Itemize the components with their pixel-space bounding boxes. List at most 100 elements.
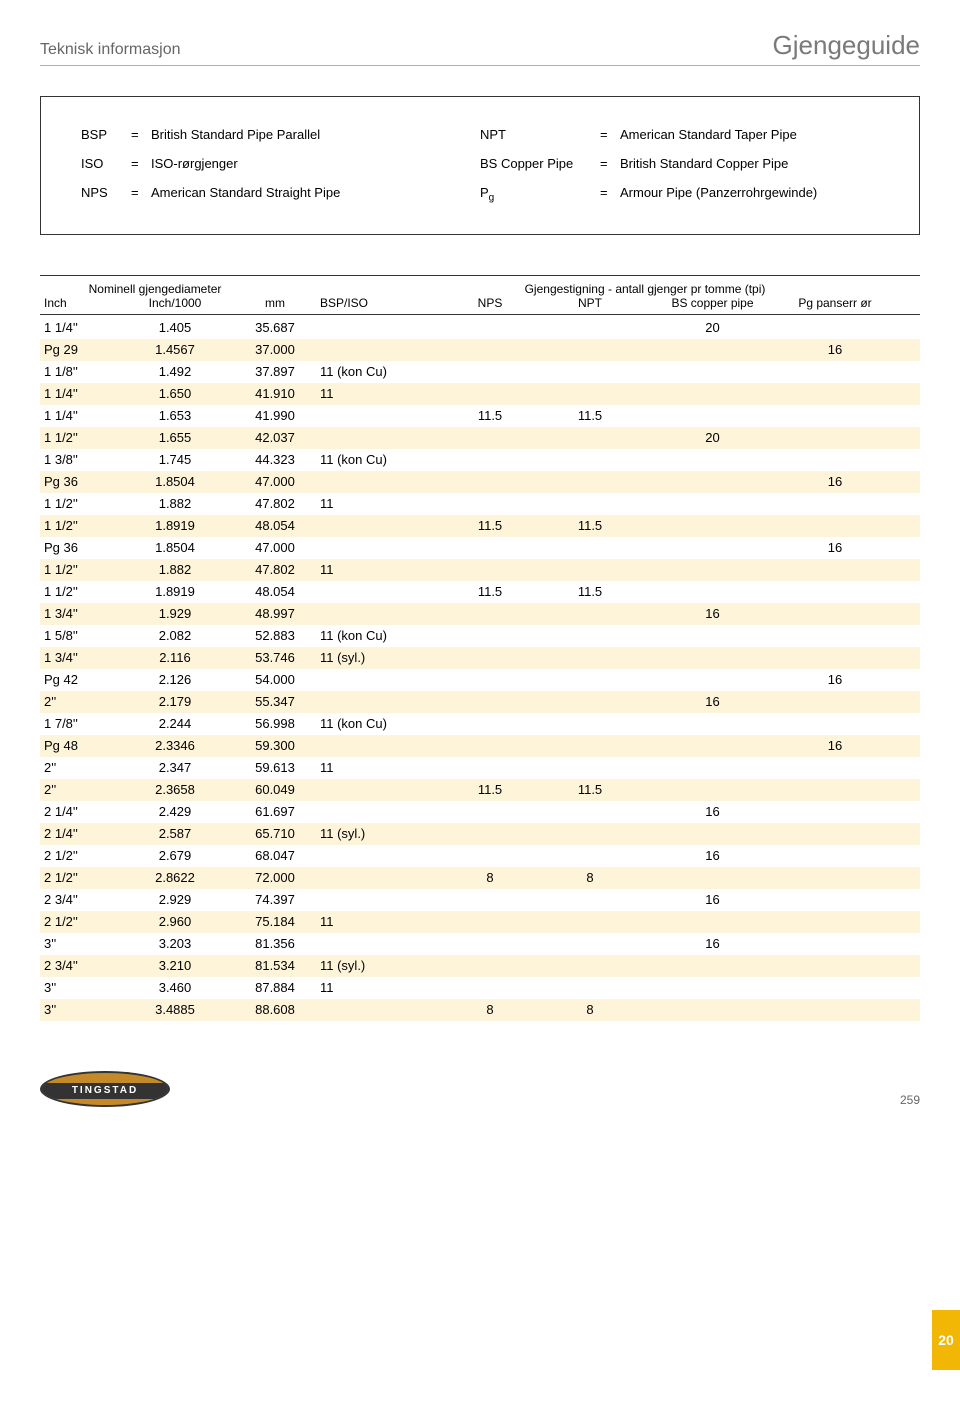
table-row: 1 3/4''2.11653.74611 (syl.): [40, 647, 920, 669]
cell-inch: 2 3/4'': [40, 892, 120, 907]
cell-mm: 53.746: [230, 650, 320, 665]
table-row: 1 1/4''1.40535.68720: [40, 317, 920, 339]
th-nominell: Nominell gjengediameter: [40, 282, 270, 296]
cell-mm: 48.054: [230, 518, 320, 533]
legend-abbr: ISO: [81, 156, 131, 171]
table-row: 2 3/4''3.21081.53411 (syl.): [40, 955, 920, 977]
cell-bscopper: 16: [640, 936, 785, 951]
cell-bsp: 11: [320, 386, 440, 401]
table-row: 2 3/4''2.92974.397 16: [40, 889, 920, 911]
cell-inch1000: 2.179: [120, 694, 230, 709]
legend-eq: =: [131, 127, 151, 142]
cell-inch: 2 1/4'': [40, 804, 120, 819]
cell-inch: 1 1/2'': [40, 584, 120, 599]
cell-nps: 11.5: [440, 782, 540, 797]
legend-eq: =: [131, 156, 151, 171]
cell-pg: 16: [785, 474, 885, 489]
legend-eq: =: [131, 185, 151, 204]
cell-bsp: 11 (kon Cu): [320, 628, 440, 643]
cell-inch1000: 1.650: [120, 386, 230, 401]
table-row: 2 1/2''2.96075.18411: [40, 911, 920, 933]
cell-bsp: 11: [320, 496, 440, 511]
cell-inch: 1 1/2'': [40, 496, 120, 511]
legend-row: NPS=American Standard Straight PipePg=Ar…: [81, 185, 879, 204]
cell-mm: 47.000: [230, 474, 320, 489]
cell-mm: 88.608: [230, 1002, 320, 1017]
table-row: 3''3.20381.35616: [40, 933, 920, 955]
legend-abbr-r: BS Copper Pipe: [480, 156, 600, 171]
table-row: 2''2.365860.04911.511.5: [40, 779, 920, 801]
cell-inch1000: 2.116: [120, 650, 230, 665]
cell-inch1000: 2.929: [120, 892, 230, 907]
table-row: Pg 361.850447.00016: [40, 537, 920, 559]
cell-bsp: 11 (kon Cu): [320, 364, 440, 379]
cell-inch1000: 1.745: [120, 452, 230, 467]
logo: TINGSTAD: [40, 1071, 170, 1107]
table-row: 1 1/2''1.88247.80211: [40, 493, 920, 515]
cell-mm: 60.049: [230, 782, 320, 797]
cell-inch: 1 1/4'': [40, 320, 120, 335]
cell-mm: 81.356: [230, 936, 320, 951]
table-row: 2 1/4''2.58765.71011 (syl.): [40, 823, 920, 845]
cell-inch1000: 1.492: [120, 364, 230, 379]
legend-desc: American Standard Straight Pipe: [151, 185, 480, 204]
cell-inch1000: 2.960: [120, 914, 230, 929]
cell-inch: Pg 29: [40, 342, 120, 357]
cell-pg: 16: [785, 738, 885, 753]
cell-inch: 1 1/2'': [40, 562, 120, 577]
cell-mm: 65.710: [230, 826, 320, 841]
logo-text: TINGSTAD: [40, 1083, 170, 1099]
cell-mm: 81.534: [230, 958, 320, 973]
cell-inch: 1 1/8'': [40, 364, 120, 379]
cell-inch: 2 1/2'': [40, 870, 120, 885]
cell-mm: 48.054: [230, 584, 320, 599]
cell-bsp: 11 (syl.): [320, 650, 440, 665]
cell-inch1000: 3.203: [120, 936, 230, 951]
cell-bsp: 11 (kon Cu): [320, 452, 440, 467]
cell-bscopper: 20: [640, 320, 785, 335]
table-row: 3''3.46087.88411: [40, 977, 920, 999]
cell-nps: 11.5: [440, 584, 540, 599]
cell-mm: 48.997: [230, 606, 320, 621]
cell-bsp: 11: [320, 562, 440, 577]
cell-inch: 1 3/4'': [40, 650, 120, 665]
cell-nps: 11.5: [440, 408, 540, 423]
cell-mm: 74.397: [230, 892, 320, 907]
cell-inch: 1 1/2'': [40, 518, 120, 533]
table-row: 1 1/2''1.65542.03720: [40, 427, 920, 449]
th-pitch: Gjengestigning - antall gjenger pr tomme…: [370, 282, 920, 296]
cell-pg: 16: [785, 672, 885, 687]
cell-inch1000: 1.882: [120, 562, 230, 577]
cell-mm: 47.802: [230, 496, 320, 511]
cell-inch: Pg 36: [40, 474, 120, 489]
cell-inch: 3'': [40, 1002, 120, 1017]
side-tab: 20: [932, 1310, 960, 1370]
legend-eq: =: [600, 127, 620, 142]
cell-mm: 47.802: [230, 562, 320, 577]
table-row: 1 1/4''1.65041.91011: [40, 383, 920, 405]
cell-mm: 42.037: [230, 430, 320, 445]
table-body: 1 1/4''1.40535.68720Pg 291.456737.000161…: [40, 317, 920, 1021]
table-row: 2 1/4''2.42961.69716: [40, 801, 920, 823]
cell-inch: 1 1/4'': [40, 408, 120, 423]
page-number: 259: [900, 1093, 920, 1107]
cell-inch: 2 3/4'': [40, 958, 120, 973]
cell-npt: 11.5: [540, 782, 640, 797]
legend-row: ISO=ISO-rørgjengerBS Copper Pipe=British…: [81, 156, 879, 171]
th-inch1000: Inch/1000: [120, 296, 230, 310]
cell-inch: 2 1/4'': [40, 826, 120, 841]
table-row: Pg 291.456737.00016: [40, 339, 920, 361]
legend-abbr: BSP: [81, 127, 131, 142]
cell-bscopper: 16: [640, 892, 785, 907]
cell-inch1000: 1.653: [120, 408, 230, 423]
cell-inch1000: 2.429: [120, 804, 230, 819]
cell-pg: 16: [785, 342, 885, 357]
cell-npt: 11.5: [540, 518, 640, 533]
cell-inch: 1 7/8'': [40, 716, 120, 731]
cell-mm: 61.697: [230, 804, 320, 819]
cell-npt: 8: [540, 1002, 640, 1017]
cell-inch1000: 2.347: [120, 760, 230, 775]
header-right: Gjengeguide: [773, 30, 920, 61]
table-row: Pg 361.850447.00016: [40, 471, 920, 493]
cell-mm: 41.990: [230, 408, 320, 423]
